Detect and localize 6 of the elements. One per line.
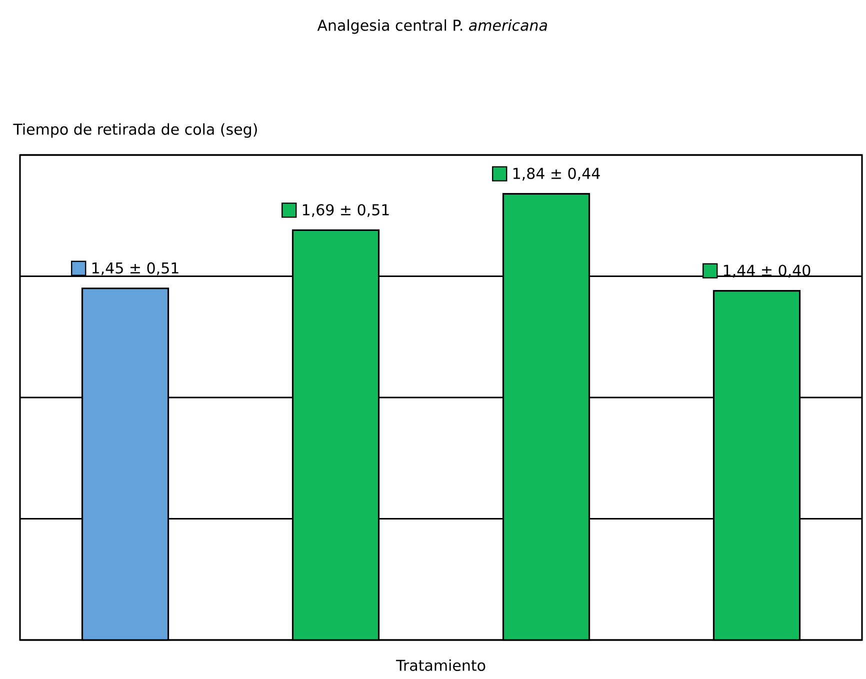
data-label: 1,84 ± 0,44 <box>513 168 600 181</box>
data-label: 1,45 ± 0,51 <box>92 262 178 276</box>
chart-title: Analgesia central P. americana <box>317 19 547 34</box>
y-axis-title: Tiempo de retirada de cola (seg) <box>13 123 257 138</box>
data-label: 1,69 ± 0,51 <box>302 204 389 217</box>
x-axis-title: Tratamiento <box>396 659 486 672</box>
